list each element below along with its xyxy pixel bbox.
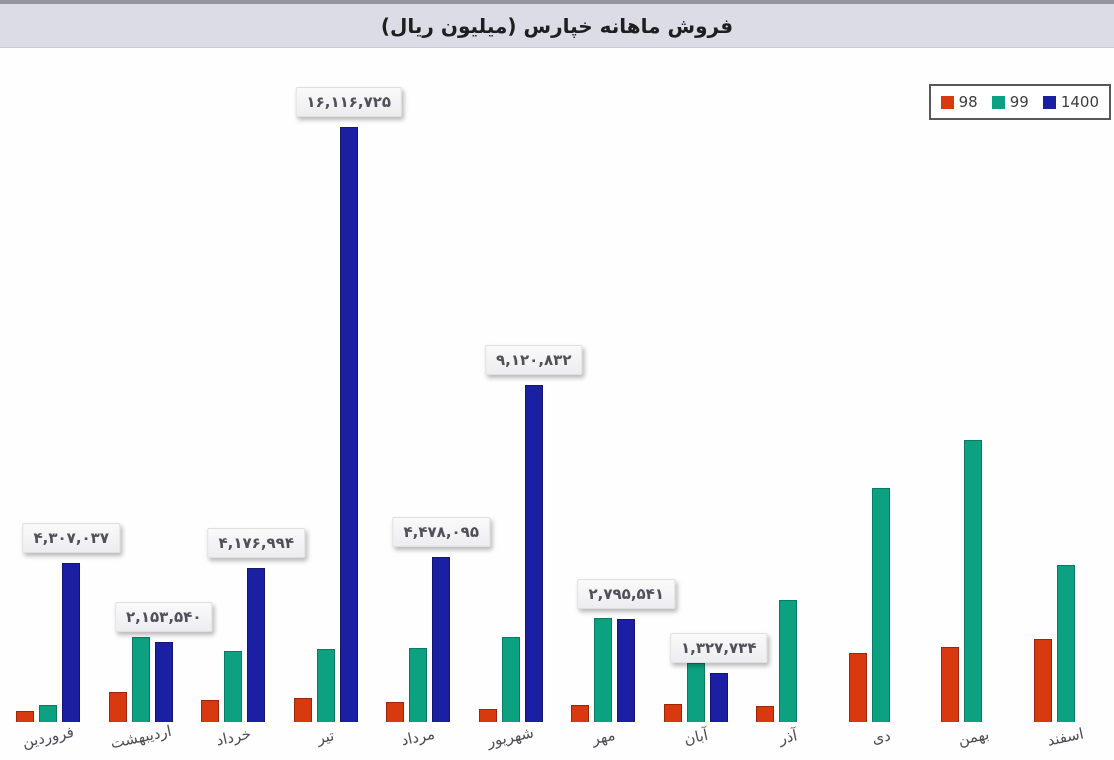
legend-label: 98 [958, 93, 978, 111]
plot-area: ۴,۳۰۷,۰۳۷ ۲,۱۵۳,۵۴۰ ۴,۱۷۶,۹۹۴ ۱۶,۱۱۶,۷۲۵ ۴,۴… [2, 48, 1112, 722]
bar-99-month-5 [409, 648, 428, 722]
month-name: اردیبهشت [108, 721, 173, 753]
bar-group-month-1: ۴,۳۰۷,۰۳۷ [2, 48, 120, 722]
x-axis-label-month-10: دی [835, 722, 928, 760]
month-name: آبان [682, 725, 710, 749]
data-label-1400-month-3: ۴,۱۷۶,۹۹۴ [207, 528, 305, 558]
bar-group-month-7: ۲,۷۹۵,۵۴۱ [557, 48, 675, 722]
bar-98-month-6 [478, 709, 497, 722]
x-axis-label-month-8: آبان [650, 722, 743, 760]
x-axis-label-month-6: شهریور [465, 722, 558, 760]
x-axis-labels: فروردین اردیبهشت خرداد تیر مرداد شهریور مهر آبا… [2, 722, 1112, 760]
data-label-1400-month-4: ۱۶,۱۱۶,۷۲۵ [295, 87, 403, 117]
bar-99-month-2 [131, 637, 150, 722]
bar-98-month-5 [386, 702, 405, 722]
bar-98-month-1 [16, 711, 35, 722]
x-axis-label-month-4: تیر [280, 722, 373, 760]
x-axis-label-month-9: آذر [742, 722, 835, 760]
legend-swatch-icon [991, 95, 1005, 109]
bar-1400-month-5 [432, 557, 451, 722]
legend-swatch-icon [940, 95, 954, 109]
legend: 98 99 1400 [928, 84, 1111, 120]
data-label-1400-month-5: ۴,۴۷۸,۰۹۵ [392, 517, 490, 547]
bar-98-month-4 [293, 698, 312, 722]
legend-item-98: 98 [940, 93, 978, 111]
data-label-1400-month-6: ۹,۱۲۰,۸۳۲ [485, 345, 583, 375]
bar-1400-month-2 [154, 642, 173, 722]
month-name: بهمن [956, 724, 991, 750]
bar-group-month-6: ۹,۱۲۰,۸۳۲ [465, 48, 583, 722]
legend-label: 1400 [1060, 93, 1099, 111]
bar-99-month-10 [871, 488, 890, 722]
bar-98-month-10 [848, 653, 867, 722]
bar-99-month-1 [39, 705, 58, 722]
x-axis-label-month-11: بهمن [927, 722, 1020, 760]
bar-group-month-9 [742, 48, 835, 722]
bar-99-month-11 [964, 440, 983, 722]
month-name: تیر [315, 726, 336, 748]
bar-98-month-11 [941, 647, 960, 722]
month-name: مهر [590, 725, 617, 749]
chart-title-bar: فروش ماهانه خپارس (میلیون ریال) [0, 0, 1114, 48]
legend-item-1400: 1400 [1042, 93, 1099, 111]
chart-title: فروش ماهانه خپارس (میلیون ریال) [380, 13, 734, 38]
bar-group-month-10 [835, 48, 928, 722]
month-name: اسفند [1045, 724, 1086, 750]
month-name: خرداد [214, 724, 253, 750]
bar-group-month-4: ۱۶,۱۱۶,۷۲۵ [280, 48, 403, 722]
bar-98-month-2 [108, 692, 127, 722]
bar-99-month-12 [1056, 565, 1075, 722]
month-name: آذر [777, 726, 799, 748]
data-label-1400-month-1: ۴,۳۰۷,۰۳۷ [22, 523, 120, 553]
bar-group-month-5: ۴,۴۷۸,۰۹۵ [372, 48, 490, 722]
bar-1400-month-3 [247, 568, 266, 722]
data-label-1400-month-2: ۲,۱۵۳,۵۴۰ [115, 602, 213, 632]
bar-group-month-12 [1020, 48, 1113, 722]
legend-label: 99 [1009, 93, 1029, 111]
bar-1400-month-4 [339, 127, 358, 722]
legend-swatch-icon [1042, 95, 1056, 109]
bar-99-month-8 [686, 663, 705, 722]
bar-99-month-7 [594, 618, 613, 722]
bar-98-month-9 [756, 706, 775, 722]
bar-group-month-3: ۴,۱۷۶,۹۹۴ [187, 48, 305, 722]
bar-99-month-6 [501, 637, 520, 722]
bar-group-month-11 [927, 48, 1020, 722]
bar-98-month-3 [201, 700, 220, 722]
x-axis-label-month-12: اسفند [1020, 722, 1113, 760]
x-axis-label-month-5: مرداد [372, 722, 465, 760]
bar-1400-month-7 [617, 619, 636, 722]
month-name: فروردین [20, 722, 76, 752]
x-axis-label-month-3: خرداد [187, 722, 280, 760]
bar-98-month-8 [663, 704, 682, 722]
month-name: مرداد [399, 724, 437, 750]
month-name: شهریور [485, 723, 536, 751]
bar-99-month-3 [224, 651, 243, 722]
bar-1400-month-8 [709, 673, 728, 722]
bar-1400-month-1 [62, 563, 81, 722]
bar-1400-month-6 [524, 385, 543, 722]
bar-98-month-12 [1033, 639, 1052, 722]
month-name: دی [869, 726, 892, 748]
bar-99-month-9 [779, 600, 798, 722]
bar-99-month-4 [316, 649, 335, 722]
data-label-1400-month-8: ۱,۳۲۷,۷۳۴ [670, 633, 768, 663]
bar-group-month-8: ۱,۳۲۷,۷۳۴ [650, 48, 768, 722]
x-axis-label-month-1: فروردین [2, 722, 95, 760]
x-axis-label-month-2: اردیبهشت [95, 722, 188, 760]
legend-item-99: 99 [991, 93, 1029, 111]
bar-98-month-7 [571, 705, 590, 722]
x-axis-label-month-7: مهر [557, 722, 650, 760]
bar-group-month-2: ۲,۱۵۳,۵۴۰ [95, 48, 213, 722]
data-label-1400-month-7: ۲,۷۹۵,۵۴۱ [577, 579, 675, 609]
